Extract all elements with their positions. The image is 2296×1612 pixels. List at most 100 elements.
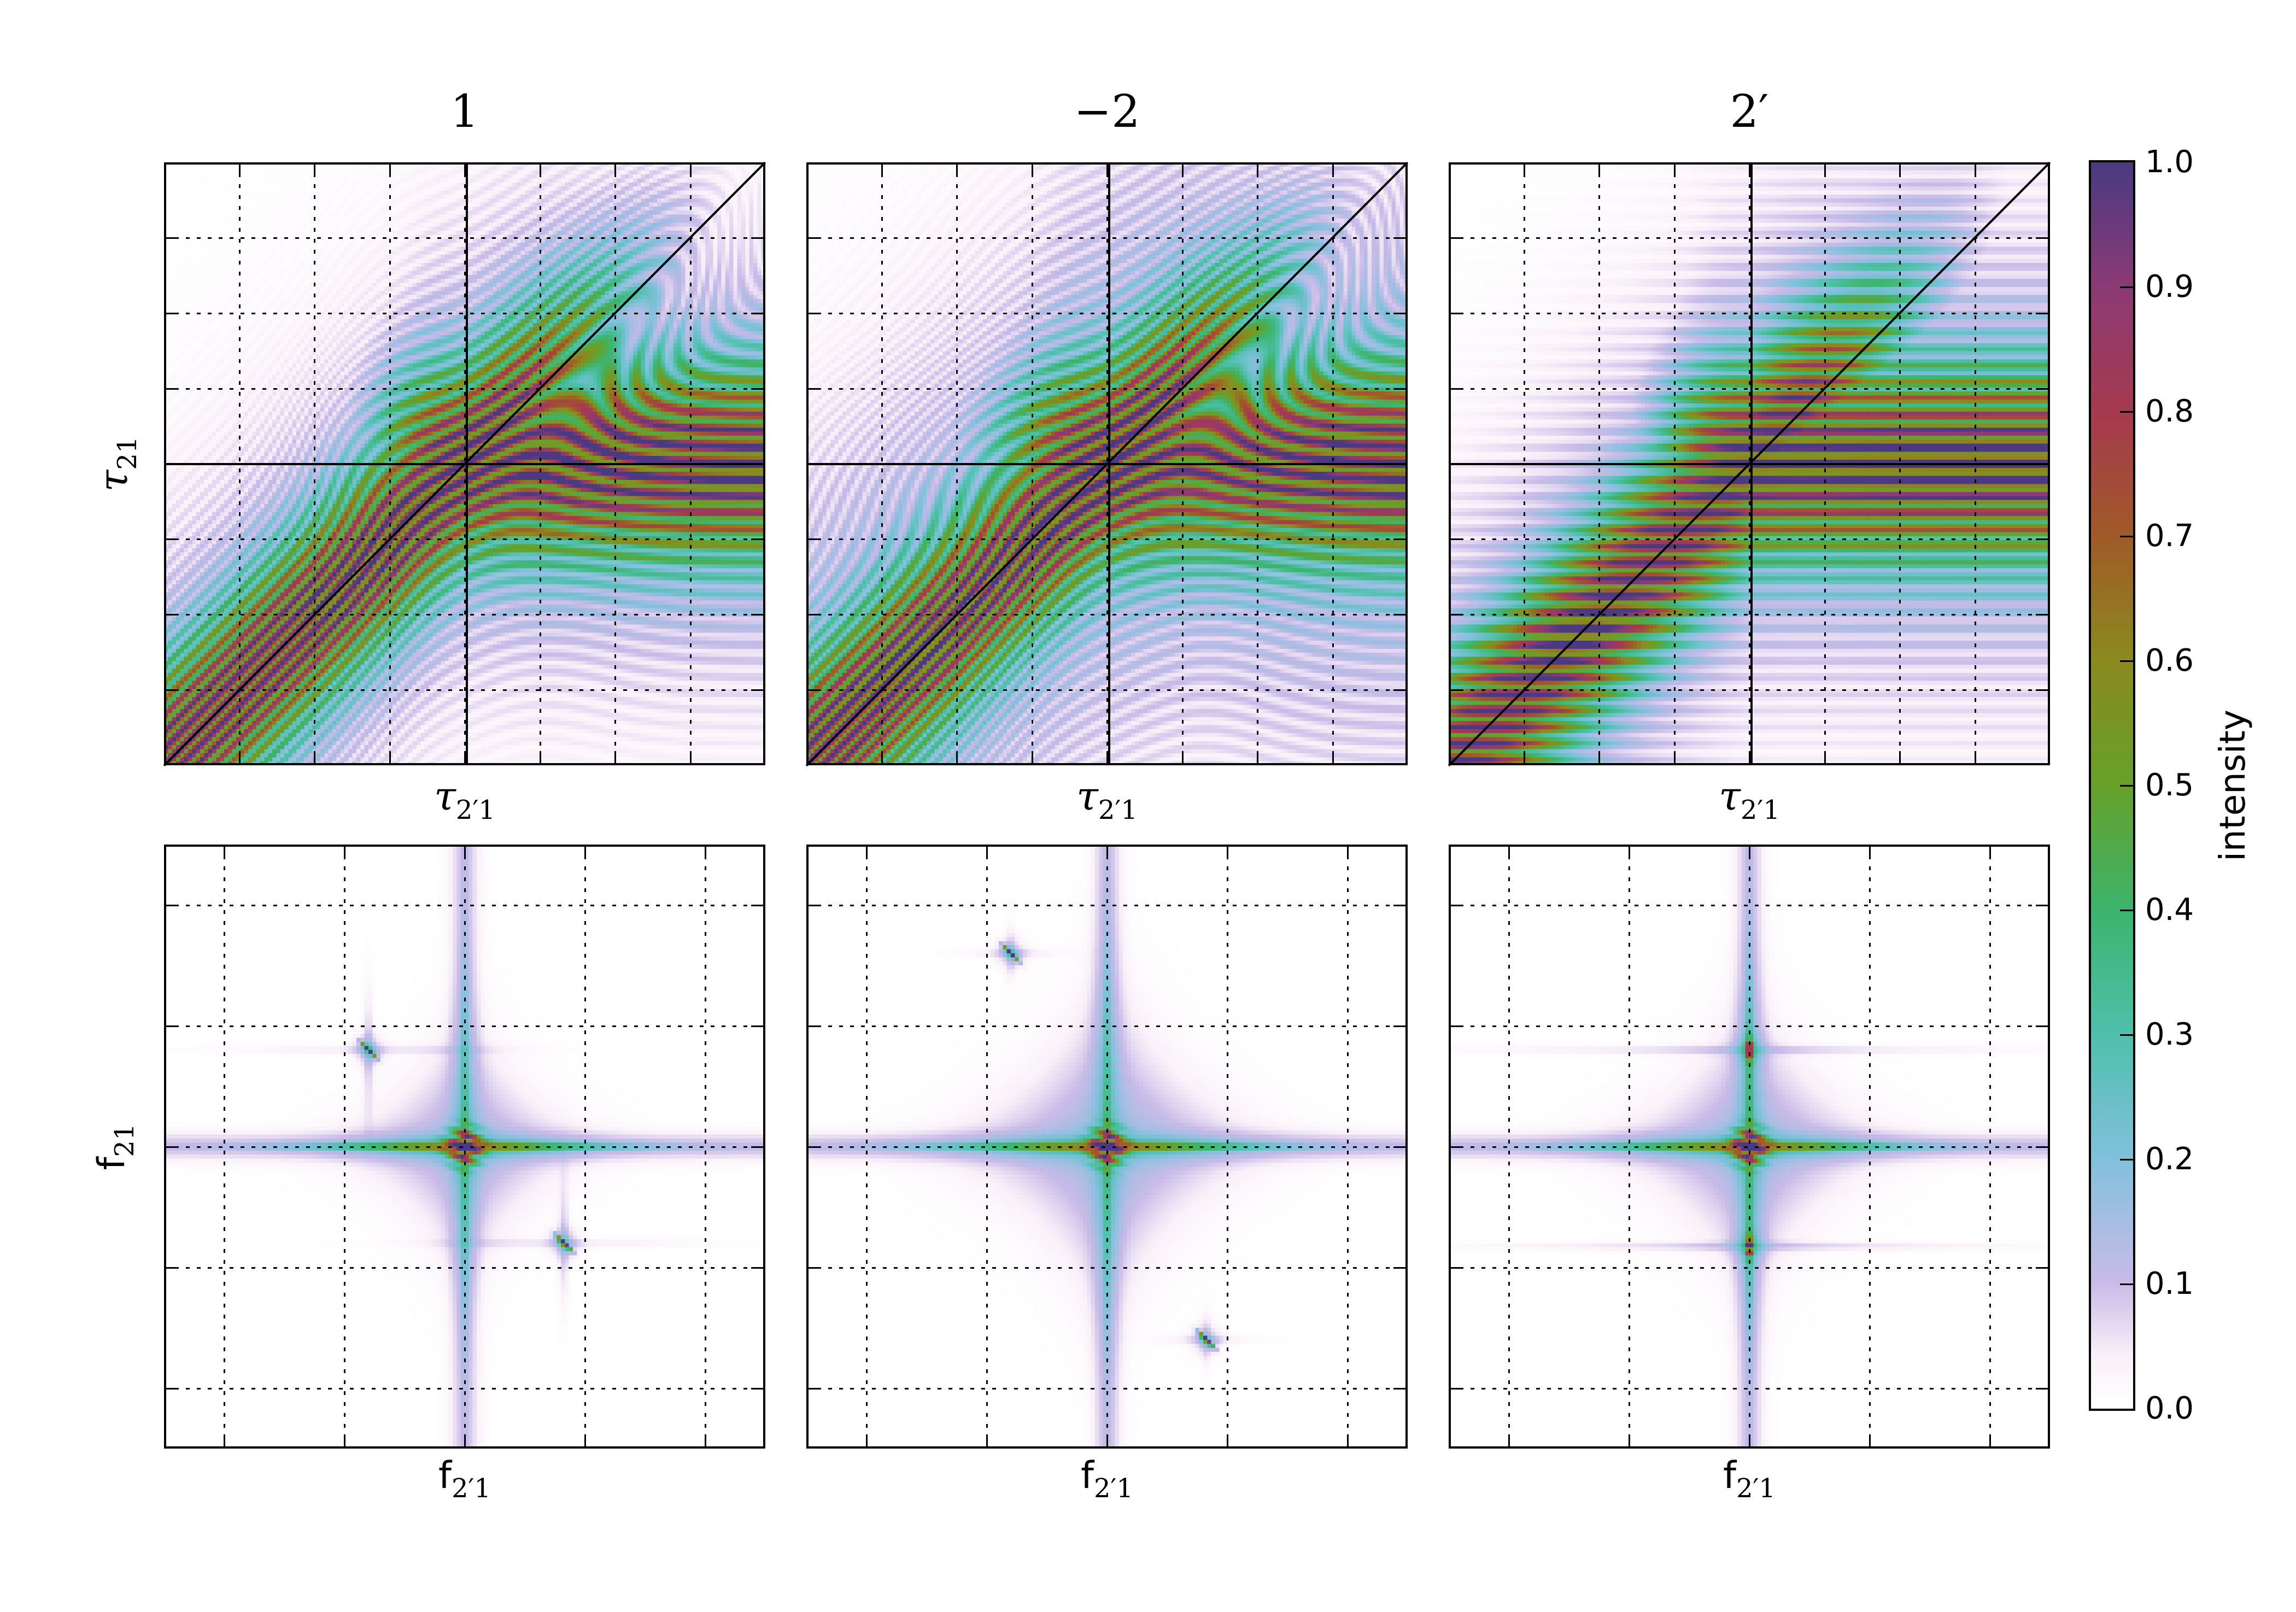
axis-tick	[164, 1387, 178, 1390]
axis-tick	[1393, 538, 1408, 541]
axis-tick	[751, 388, 765, 390]
axis-tick	[1332, 162, 1334, 177]
axis-tick	[389, 751, 391, 765]
gridline-vertical	[1227, 845, 1228, 1449]
colorbar-tick	[2120, 909, 2133, 911]
x-axis-label-main: f	[438, 1454, 452, 1497]
axis-tick	[1393, 1387, 1408, 1390]
axis-tick	[464, 845, 466, 859]
axis-tick	[1899, 751, 1901, 765]
axis-tick	[1393, 1146, 1408, 1148]
x-axis-label-f: f2′1	[1449, 1454, 2050, 1520]
axis-tick	[1227, 1434, 1228, 1449]
colorbar-tick	[2120, 1158, 2133, 1160]
colorbar-tick	[2120, 784, 2133, 787]
axis-tick	[1449, 1387, 1463, 1390]
axis-tick	[164, 1025, 178, 1027]
axis-tick	[1673, 162, 1676, 177]
axis-tick	[806, 904, 821, 906]
colorbar-tick-label: 0.9	[2145, 269, 2194, 304]
axis-tick	[1347, 845, 1349, 859]
axis-tick	[464, 162, 466, 177]
axis-tick	[806, 689, 821, 691]
axis-tick	[1974, 751, 1976, 765]
axis-tick	[1106, 162, 1108, 177]
axis-tick	[1749, 162, 1750, 177]
x-axis-label-sub: 2′1	[451, 1473, 491, 1504]
axis-tick	[1393, 1025, 1408, 1027]
colorbar-tick	[2120, 286, 2133, 288]
axis-tick	[1989, 1434, 1991, 1449]
axis-tick	[1598, 751, 1600, 765]
gridline-horizontal	[806, 538, 1408, 541]
gridline-horizontal	[806, 1267, 1408, 1269]
axis-tick	[866, 1434, 868, 1449]
colorbar-tick	[2120, 1283, 2133, 1285]
gridline-vertical	[584, 845, 586, 1449]
axis-tick	[539, 751, 541, 765]
axis-tick	[238, 162, 241, 177]
axis-tick	[164, 237, 178, 239]
axis-tick	[1449, 463, 1463, 465]
colorbar-tick-label: 0.8	[2145, 394, 2194, 429]
axis-tick	[2036, 388, 2050, 390]
axis-tick	[1257, 162, 1258, 177]
colorbar-tick-label: 1.0	[2145, 144, 2194, 180]
axis-tick	[1989, 845, 1991, 859]
axis-tick	[1869, 845, 1871, 859]
x-axis-label-main: f	[1081, 1454, 1094, 1497]
axis-tick	[751, 1146, 765, 1148]
gridline-horizontal	[164, 614, 765, 616]
axis-tick	[2036, 689, 2050, 691]
axis-tick	[689, 162, 692, 177]
colorbar-tick-label: 0.1	[2145, 1266, 2194, 1302]
axis-tick	[881, 751, 883, 765]
gridline-vertical	[705, 845, 706, 1449]
axis-tick	[689, 751, 692, 765]
axis-tick	[164, 538, 178, 541]
axis-tick	[2036, 1267, 2050, 1269]
axis-tick	[314, 162, 315, 177]
y-axis-label-f: f21	[90, 1032, 156, 1262]
axis-tick	[806, 463, 821, 465]
axis-tick	[389, 162, 391, 177]
axis-tick	[164, 312, 178, 314]
colorbar-tick	[2120, 535, 2133, 537]
gridline-horizontal	[1449, 689, 2050, 691]
gridline-horizontal	[1449, 538, 2050, 541]
axis-tick	[1449, 538, 1463, 541]
panel-title-2prime: 2′	[1449, 82, 2050, 142]
axis-tick	[806, 1387, 821, 1390]
axis-tick	[866, 845, 868, 859]
axis-tick	[806, 312, 821, 314]
axis-tick	[1523, 162, 1525, 177]
gridline-horizontal	[806, 689, 1408, 691]
axis-tick	[614, 751, 616, 765]
axis-tick	[1106, 845, 1108, 859]
axis-tick	[986, 1434, 988, 1449]
axis-tick	[1393, 312, 1408, 314]
axis-tick	[1749, 751, 1750, 765]
axis-tick	[1393, 614, 1408, 616]
gridline-vertical	[1347, 845, 1349, 1449]
axis-tick	[164, 904, 178, 906]
axis-tick	[1508, 845, 1510, 859]
axis-tick	[464, 1434, 466, 1449]
axis-tick	[1899, 162, 1901, 177]
axis-tick	[1974, 162, 1976, 177]
colorbar-tick-label: 0.0	[2145, 1391, 2194, 1426]
axis-tick	[751, 904, 765, 906]
colorbar-tick	[2120, 411, 2133, 413]
gridline-horizontal	[1449, 1267, 2050, 1269]
axis-tick	[1449, 689, 1463, 691]
heatmap-panel-time-1	[163, 161, 766, 766]
gridline-horizontal	[806, 614, 1408, 616]
gridline-horizontal	[164, 1146, 765, 1148]
axis-tick	[2036, 463, 2050, 465]
gridline-horizontal	[806, 1387, 1408, 1390]
panel-title-text: 2′	[1730, 86, 1769, 138]
x-axis-label-sub: 2′1	[1098, 794, 1138, 825]
axis-tick	[539, 162, 541, 177]
axis-tick	[806, 1267, 821, 1269]
axis-tick	[751, 312, 765, 314]
